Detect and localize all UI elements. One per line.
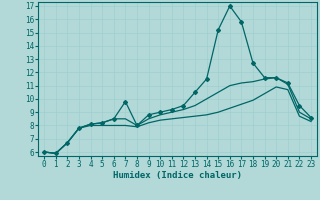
X-axis label: Humidex (Indice chaleur): Humidex (Indice chaleur) (113, 171, 242, 180)
